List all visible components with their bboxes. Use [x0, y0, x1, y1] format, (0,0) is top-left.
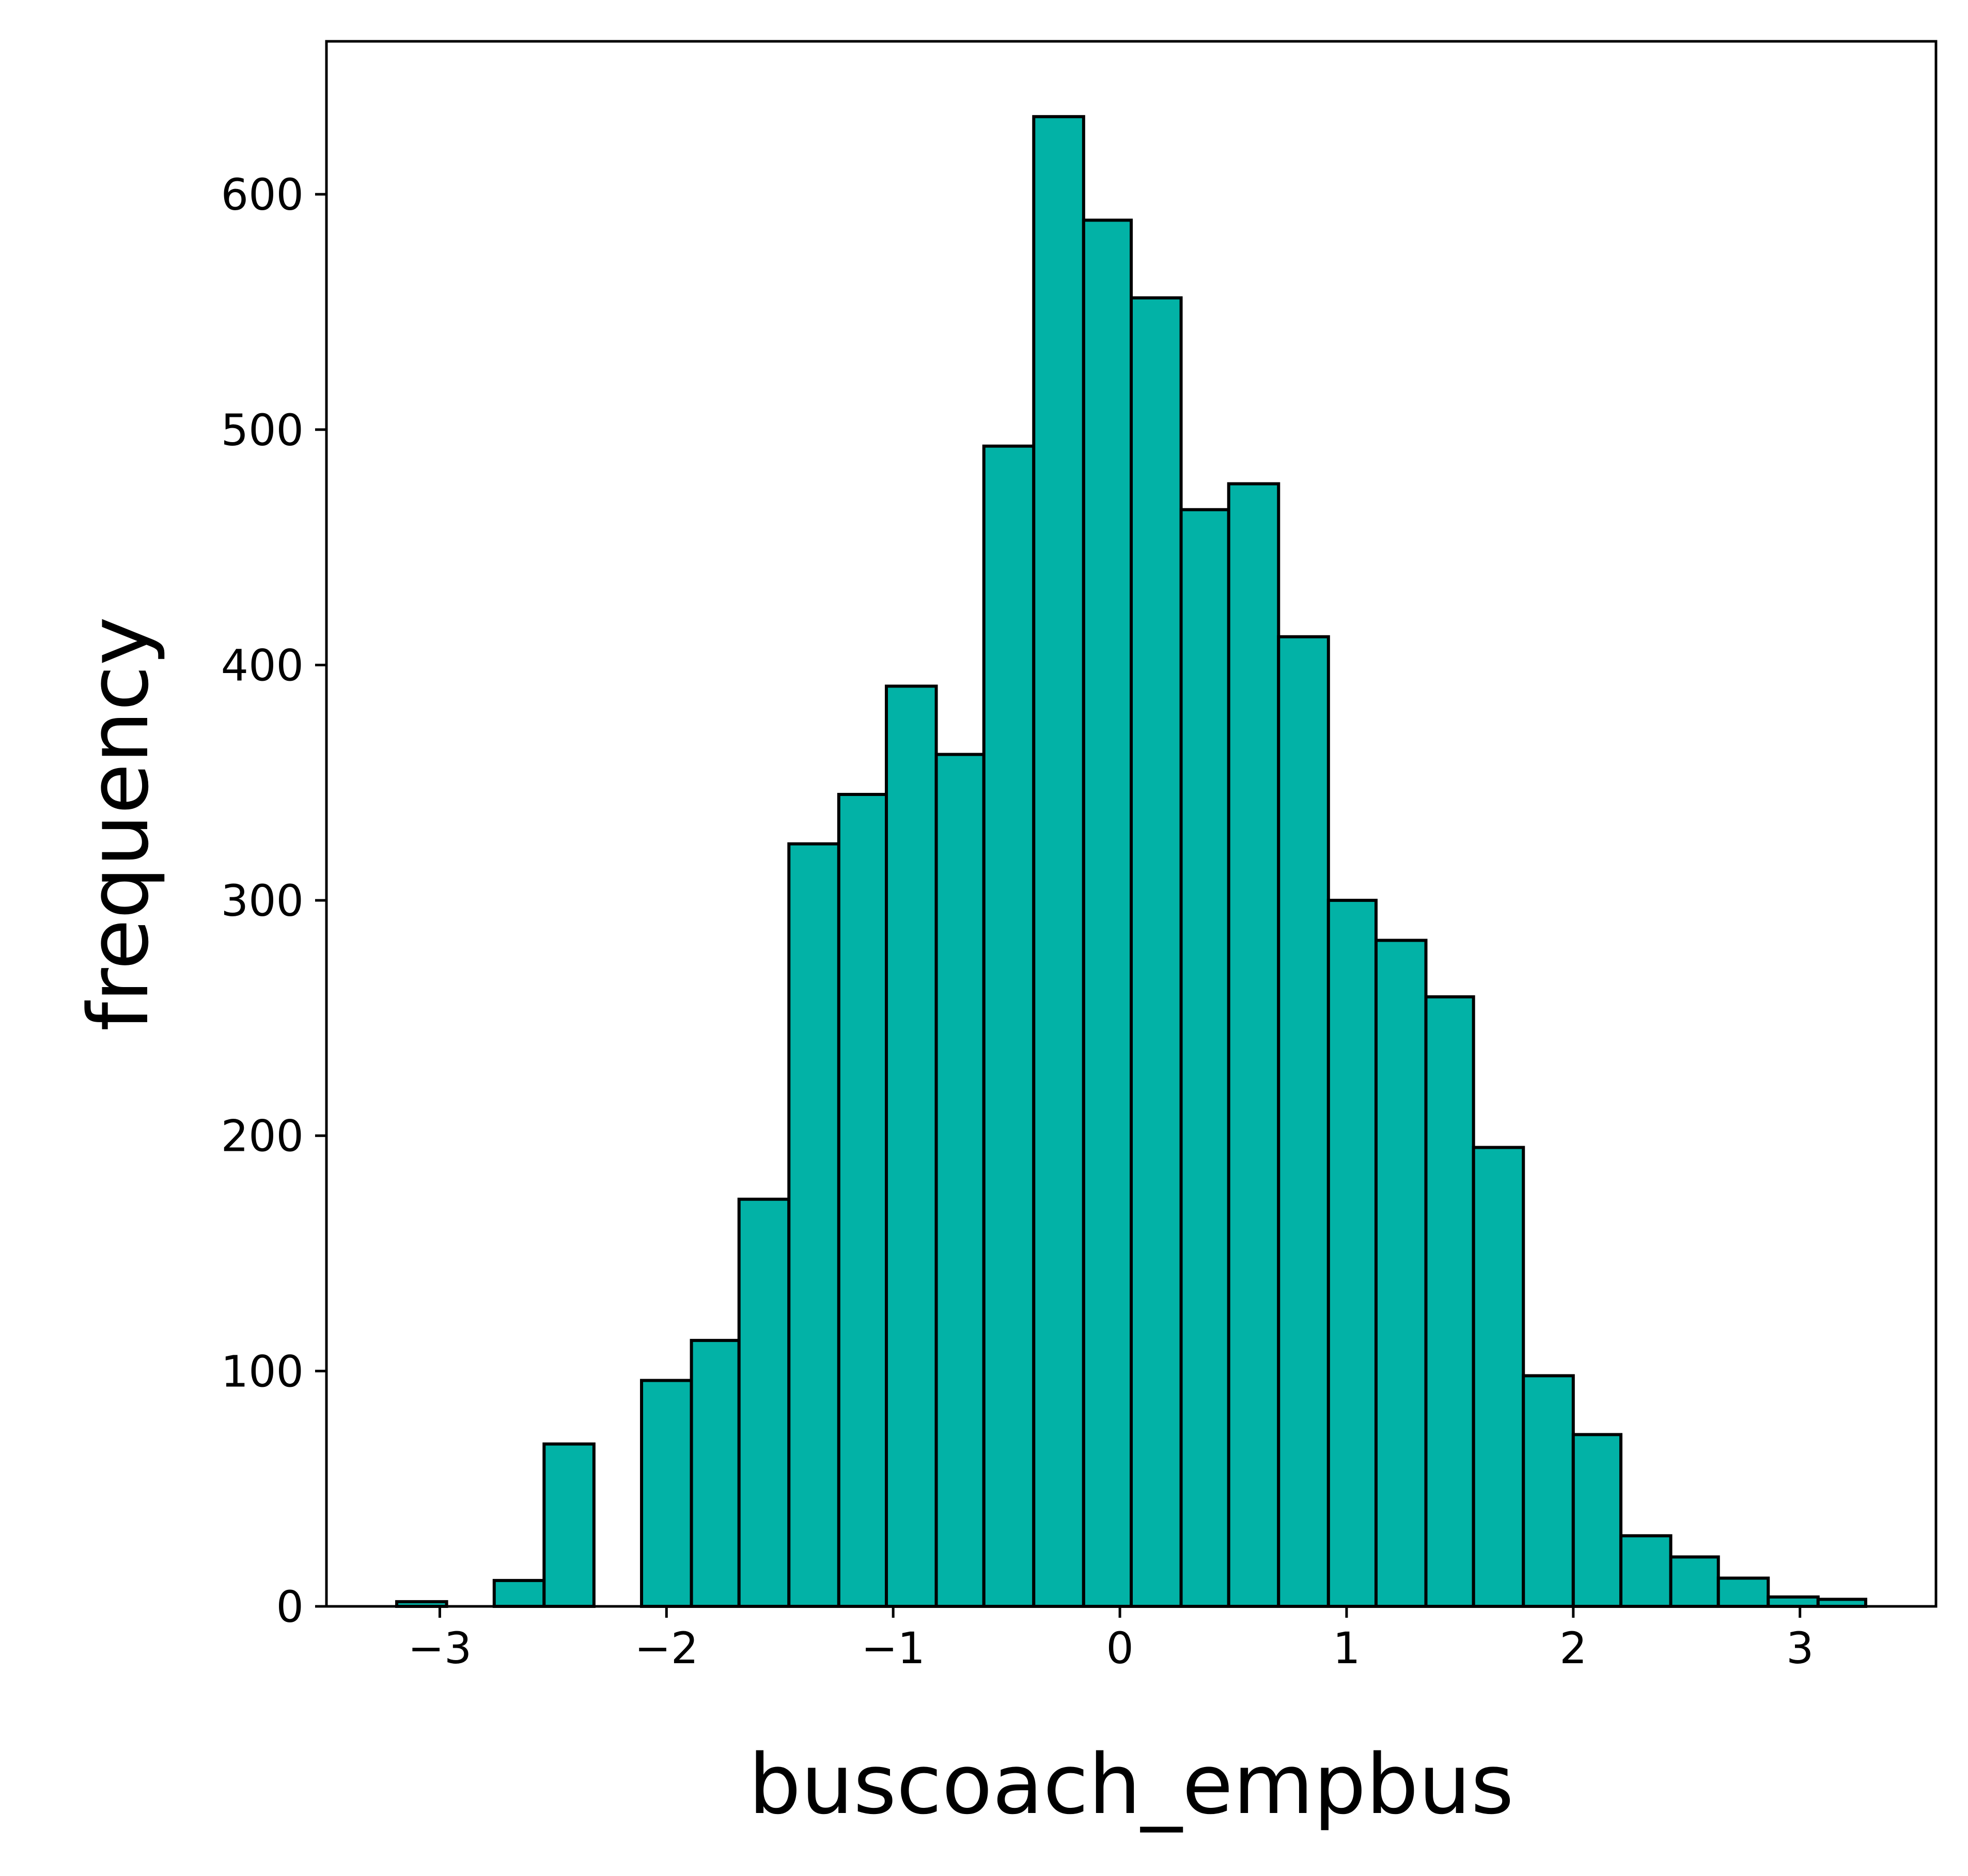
histogram-bar — [492, 1578, 546, 1608]
histogram-bar — [1767, 1595, 1820, 1608]
histogram-bar — [690, 1339, 741, 1608]
x-tick-label: 3 — [1786, 1623, 1814, 1674]
x-tick-label: 0 — [1106, 1623, 1133, 1674]
x-axis-title: buscoach_empbus — [748, 1736, 1514, 1833]
histogram-bar — [1472, 1146, 1525, 1608]
y-tick-label: 0 — [276, 1582, 304, 1632]
y-tick-label: 200 — [221, 1111, 304, 1162]
x-tick-label: 1 — [1333, 1623, 1360, 1674]
histogram-bar — [1522, 1374, 1575, 1608]
x-tick-label: 2 — [1559, 1623, 1587, 1674]
histogram-bar — [1082, 218, 1133, 1608]
histogram-bar — [1326, 899, 1378, 1608]
histogram-bar — [1032, 115, 1085, 1608]
histogram-bar — [1227, 482, 1280, 1608]
histogram-bar — [1716, 1576, 1770, 1608]
histogram-bar — [787, 842, 840, 1608]
x-tick-label: −1 — [861, 1623, 925, 1674]
y-axis-title: frequency — [70, 617, 167, 1031]
bars-layer — [395, 115, 1867, 1608]
y-tick-label: 500 — [221, 405, 304, 456]
histogram-bar — [1179, 508, 1230, 1608]
histogram-bar — [885, 684, 938, 1608]
y-tick-label: 100 — [221, 1346, 304, 1397]
histogram-bar — [982, 444, 1036, 1608]
x-tick-label: −3 — [408, 1623, 472, 1674]
plot-frame — [325, 40, 1938, 1608]
histogram-bar — [934, 753, 986, 1608]
y-tick-label: 400 — [221, 640, 304, 691]
histogram-bar — [1619, 1534, 1673, 1608]
histogram-bar — [837, 793, 888, 1608]
ticks-layer: −3 −2 −1 0 1 2 3 0 100 200 300 400 500 600 — [221, 169, 1814, 1674]
y-tick-label: 600 — [221, 169, 304, 220]
histogram-bar — [640, 1379, 693, 1608]
x-tick-label: −2 — [634, 1623, 698, 1674]
histogram-bar — [1130, 296, 1183, 1608]
histogram-bar — [737, 1197, 791, 1608]
histogram-bar — [1374, 939, 1428, 1608]
histogram-bar — [1424, 995, 1475, 1608]
histogram-bar — [1571, 1433, 1622, 1608]
y-tick-label: 300 — [221, 876, 304, 926]
histogram-bar — [1277, 635, 1330, 1608]
histogram-bar — [542, 1442, 596, 1608]
histogram-bar — [1669, 1555, 1720, 1608]
